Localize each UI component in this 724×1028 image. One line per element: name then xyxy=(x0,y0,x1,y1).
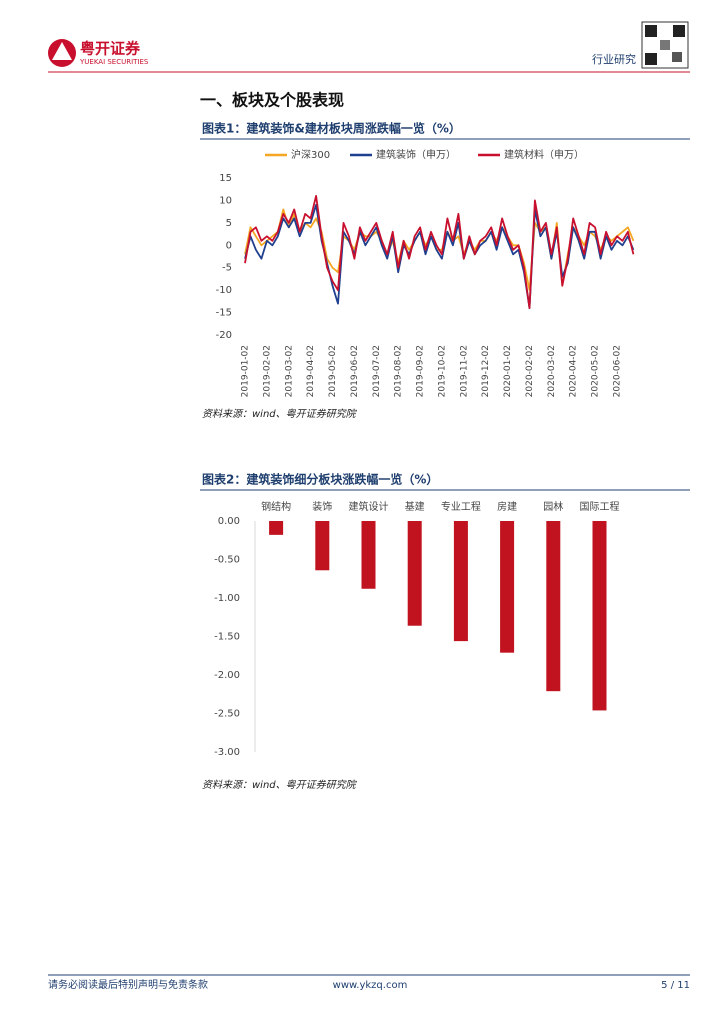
qr-part xyxy=(660,40,670,50)
section-title: 一、板块及个股表现 xyxy=(200,91,344,110)
y-tick-label: 15 xyxy=(219,173,232,184)
x-tick-label: 2019-03-02 xyxy=(284,345,294,397)
bar xyxy=(546,521,561,692)
figure-title: 图表2：建筑装饰细分板块涨跌幅一览（%） xyxy=(202,472,438,487)
category: 行业研究 xyxy=(592,52,636,66)
legend-label: 沪深300 xyxy=(291,148,330,161)
bar xyxy=(592,521,607,711)
x-tick-label: 2019-04-02 xyxy=(306,345,316,397)
category-label: 国际工程 xyxy=(580,501,620,513)
x-tick-label: 2019-09-02 xyxy=(416,345,426,397)
x-tick-label: 2020-03-02 xyxy=(547,345,557,397)
category-label: 基建 xyxy=(405,500,425,513)
x-tick-label: 2020-04-02 xyxy=(569,345,579,397)
x-tick-label: 2019-07-02 xyxy=(372,345,382,397)
x-tick-label: 2019-02-02 xyxy=(262,345,272,397)
series-line xyxy=(244,195,635,309)
qr-part xyxy=(645,53,657,65)
x-tick-label: 2019-10-02 xyxy=(437,345,447,397)
x-tick-label: 2019-11-02 xyxy=(459,345,469,397)
x-tick-label: 2020-01-02 xyxy=(503,345,513,397)
category-label: 装饰 xyxy=(312,500,332,513)
qr-part xyxy=(645,25,657,37)
category-label: 钢结构 xyxy=(261,500,291,513)
brand-en: YUEKAI SECURITIES xyxy=(79,58,149,66)
y-tick-label: -20 xyxy=(216,330,232,341)
x-tick-label: 2020-05-02 xyxy=(591,345,601,397)
y-tick-label: -15 xyxy=(216,308,232,319)
source-note: 资料来源：wind、粤开证券研究院 xyxy=(202,408,358,420)
x-tick-label: 2019-12-02 xyxy=(481,345,491,397)
bar xyxy=(361,521,376,589)
website: www.ykzq.com xyxy=(333,980,408,991)
y-tick-label: -2.50 xyxy=(214,709,240,720)
y-tick-label: 0 xyxy=(226,240,232,251)
figure-title: 图表1：建筑装饰&建材板块周涨跌幅一览（%） xyxy=(202,121,461,136)
category-label: 房建 xyxy=(497,500,517,513)
source-note: 资料来源：wind、粤开证券研究院 xyxy=(202,779,358,791)
bar xyxy=(269,521,284,535)
y-tick-label: 10 xyxy=(219,195,232,206)
x-tick-label: 2020-02-02 xyxy=(525,345,535,397)
category-label: 建筑设计 xyxy=(349,500,389,513)
brand: 粤开证券 xyxy=(80,40,141,58)
y-tick-label: -1.50 xyxy=(214,632,240,643)
x-tick-label: 2019-06-02 xyxy=(350,345,360,397)
qr-part xyxy=(672,52,682,62)
logo-mark xyxy=(52,42,72,60)
y-tick-label: -0.50 xyxy=(214,555,240,566)
bar xyxy=(500,521,515,653)
y-tick-label: -2.00 xyxy=(214,670,240,681)
y-tick-label: -5 xyxy=(222,263,232,274)
legend-label: 建筑材料（申万） xyxy=(504,148,584,161)
category-label: 专业工程 xyxy=(441,500,481,513)
page-number: 5 / 11 xyxy=(661,980,690,991)
x-tick-label: 2019-05-02 xyxy=(328,345,338,397)
bar xyxy=(453,521,468,642)
y-tick-label: -1.00 xyxy=(214,593,240,604)
y-tick-label: 5 xyxy=(226,218,232,229)
x-tick-label: 2019-08-02 xyxy=(394,345,404,397)
category-label: 园林 xyxy=(543,500,563,513)
y-tick-label: -3.00 xyxy=(214,747,240,758)
bar xyxy=(315,521,330,571)
x-tick-label: 2019-01-02 xyxy=(241,345,251,397)
x-tick-label: 2020-06-02 xyxy=(613,345,623,397)
bar xyxy=(407,521,422,626)
disclaimer: 请务必阅读最后特别声明与免责条款 xyxy=(48,978,208,991)
y-tick-label: -10 xyxy=(216,285,232,296)
legend-label: 建筑装饰（申万） xyxy=(376,148,456,161)
qr-part xyxy=(673,25,685,37)
y-tick-label: 0.00 xyxy=(218,516,240,527)
